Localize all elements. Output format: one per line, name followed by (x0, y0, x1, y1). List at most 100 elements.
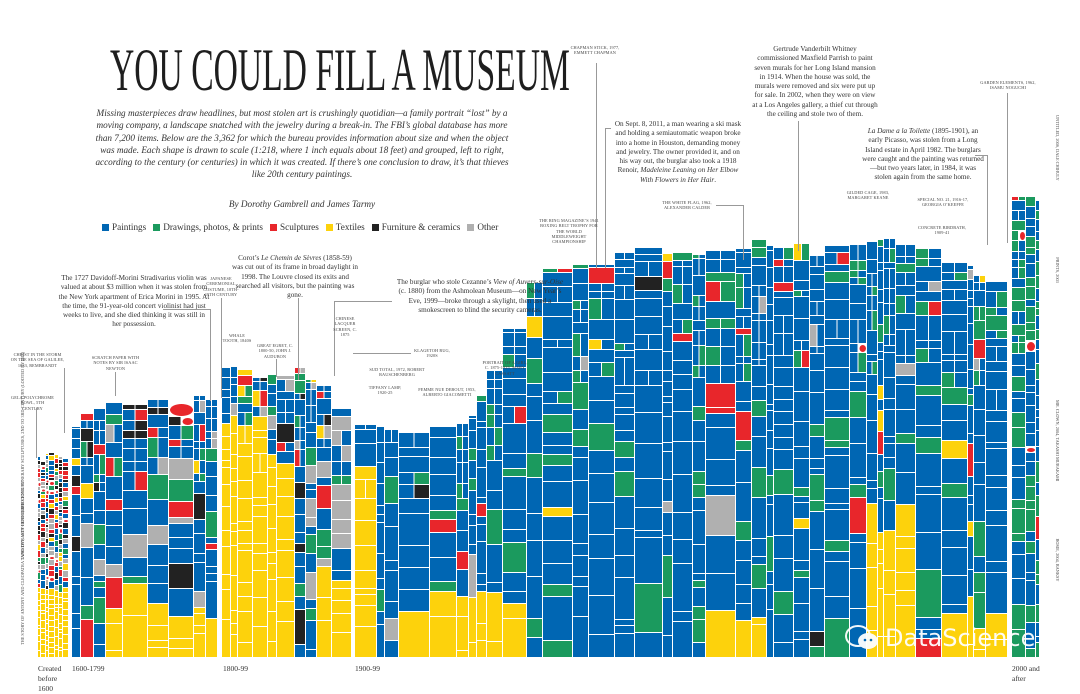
artwork-shape-textile (986, 614, 1007, 639)
artwork-shape-other (41, 554, 45, 557)
artwork-shape-drawing (477, 396, 486, 401)
artwork-shape-sculpture (72, 487, 80, 494)
artwork-shape-drawing (81, 606, 93, 619)
artwork-shape-painting (1036, 380, 1039, 395)
artwork-shape-drawing (916, 302, 928, 315)
artwork-shape-sculpture (55, 563, 58, 566)
artwork-shape-textile (430, 592, 456, 616)
artwork-shape-painting (1036, 232, 1039, 240)
artwork-shape-painting (49, 461, 54, 465)
artwork-shape-painting (81, 458, 87, 465)
artwork-shape-painting (693, 498, 705, 510)
artwork-shape-painting (158, 438, 168, 457)
artwork-shape-textile (41, 654, 45, 657)
artwork-shape-drawing (878, 240, 883, 246)
artwork-shape-painting (581, 334, 588, 356)
artwork-shape-painting (625, 344, 634, 350)
artwork-shape-furniture (324, 415, 331, 425)
artwork-shape-painting (810, 589, 824, 631)
artwork-shape-painting (1026, 532, 1035, 541)
artwork-shape-painting (663, 307, 672, 326)
artwork-shape-painting (277, 400, 285, 412)
artwork-shape-drawing (589, 299, 601, 319)
artwork-shape-painting (968, 307, 973, 323)
artwork-shape-drawing (825, 418, 849, 440)
artwork-shape-painting (212, 407, 217, 418)
artwork-shape-sculpture (774, 283, 793, 291)
artwork-shape-painting (487, 380, 494, 388)
artwork-shape-painting (744, 249, 751, 252)
artwork-shape-painting (317, 415, 324, 425)
artwork-shape-painting (487, 583, 502, 592)
artwork-shape-painting (693, 588, 705, 606)
artwork-shape-painting (817, 302, 824, 315)
artwork-shape-textile (878, 637, 883, 657)
artwork-shape-painting (615, 358, 624, 385)
artwork-shape-painting (477, 428, 486, 449)
tag-antony-cleopatra: The Story of Antony and Cleopatra tapest… (20, 506, 25, 645)
artwork-shape-painting (1036, 396, 1039, 409)
artwork-shape-painting (148, 500, 168, 525)
artwork-shape-painting (1012, 392, 1025, 398)
artwork-shape-painting (825, 597, 849, 618)
artwork-shape-textile (49, 632, 54, 637)
legend-swatch (153, 223, 161, 231)
artwork-shape-painting (38, 580, 40, 583)
artwork-shape-painting (884, 378, 895, 398)
artwork-shape-other (260, 407, 267, 416)
artwork-shape-other (41, 565, 45, 569)
artwork-shape-painting (867, 287, 872, 295)
artwork-shape-other (106, 565, 122, 577)
artwork-shape-painting (1026, 264, 1035, 277)
artwork-shape-painting (896, 410, 915, 433)
artwork-shape-painting (867, 274, 872, 286)
artwork-shape-drawing (1012, 301, 1025, 311)
artwork-shape-painting (123, 410, 135, 420)
artwork-shape-painting (968, 496, 973, 504)
artwork-shape-painting (589, 503, 614, 534)
artwork-shape-painting (268, 385, 276, 393)
artwork-shape-painting (277, 452, 294, 463)
artwork-shape-painting (878, 290, 883, 302)
artwork-shape-textile (59, 630, 62, 632)
artwork-shape-sculpture (135, 410, 147, 420)
artwork-shape-painting (306, 554, 316, 572)
artwork-shape-painting (968, 266, 973, 269)
artwork-shape-painting (135, 462, 147, 471)
artwork-shape-textile (63, 616, 68, 620)
artwork-shape-furniture (63, 467, 68, 470)
artwork-shape-drawing (1026, 237, 1035, 247)
artwork-shape-painting (736, 364, 743, 381)
artwork-shape-painting (573, 447, 588, 457)
artwork-shape-painting (974, 463, 985, 484)
artwork-shape-painting (55, 520, 58, 522)
artwork-shape-textile (477, 641, 486, 657)
artwork-shape-painting (721, 251, 735, 259)
artwork-shape-painting (615, 634, 634, 657)
artwork-shape-painting (767, 268, 773, 287)
artwork-shape-painting (942, 361, 954, 372)
artwork-shape-drawing (794, 488, 809, 496)
artwork-shape-drawing (543, 415, 572, 432)
artwork-shape-painting (980, 371, 985, 385)
artwork-shape-painting (1012, 279, 1025, 287)
artwork-shape-painting (794, 422, 809, 446)
artwork-shape-painting (1012, 354, 1025, 365)
artwork-shape-painting (693, 307, 699, 320)
artwork-shape-textile (986, 640, 1007, 657)
artwork-shape-painting (589, 377, 614, 400)
artwork-shape-painting (615, 394, 634, 407)
artwork-shape-drawing (1036, 561, 1039, 574)
artwork-shape-painting (942, 273, 954, 280)
artwork-shape-painting (72, 449, 80, 458)
artwork-shape-painting (59, 502, 62, 504)
annotation-whitney: Gertrude Vanderbilt Whitney commissioned… (752, 45, 878, 119)
artwork-shape-painting (300, 450, 305, 466)
artwork-shape-sculpture (38, 570, 41, 573)
artwork-shape-painting (469, 419, 476, 430)
artwork-shape-drawing (825, 441, 849, 447)
artwork-shape-drawing (693, 255, 699, 258)
artwork-shape-textile (55, 455, 58, 458)
artwork-shape-painting (81, 499, 93, 513)
artwork-shape-textile (222, 437, 230, 449)
